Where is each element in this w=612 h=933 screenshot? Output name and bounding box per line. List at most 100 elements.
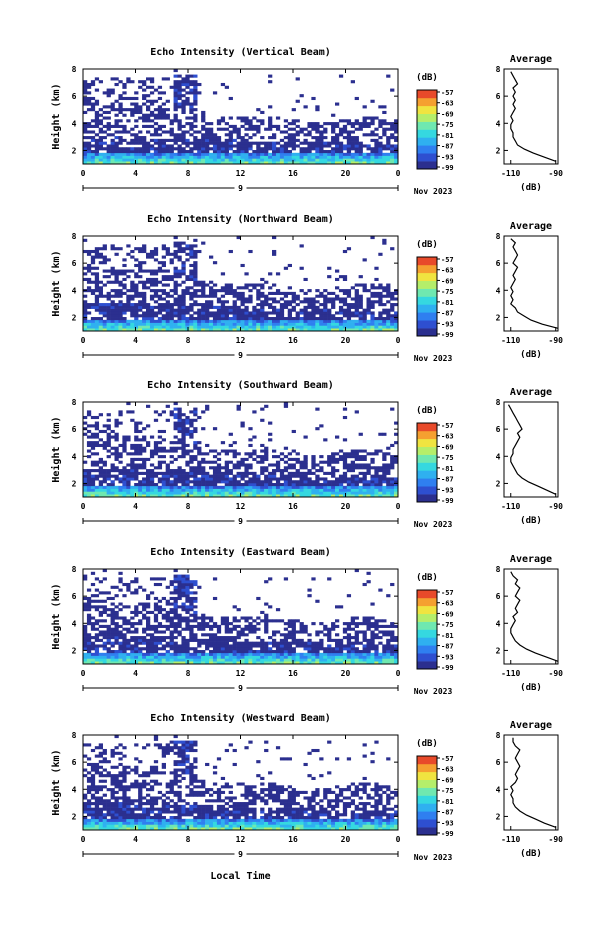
heatmap-cell [276,317,280,320]
heatmap-cell [367,625,371,628]
heatmap-cell [382,455,386,458]
heatmap-cell [335,452,339,455]
heatmap-cell [115,642,119,645]
heatmap-cell [142,147,146,150]
heatmap-cell [343,647,347,650]
heatmap-cell [193,108,197,111]
heatmap-cell [130,466,134,469]
heatmap-cell [111,272,115,275]
heatmap-cell [126,656,130,659]
heatmap-cell [268,306,272,309]
heatmap-cell [126,158,130,161]
heatmap-cell [221,650,225,653]
heatmap-cell [158,477,162,480]
heatmap-cell [87,605,91,608]
heatmap-cell [347,144,351,147]
heatmap-cell [284,455,288,458]
heatmap-cell [138,250,142,253]
heatmap-cell [189,639,193,642]
heatmap-cell [162,309,166,312]
colorbar-tick-label: -75 [441,454,454,462]
heatmap-cell [95,491,99,494]
heatmap-cell [185,450,189,453]
date-mark: 9 [238,517,243,526]
heatmap-cell [181,130,185,133]
heatmap-cell [181,424,185,427]
heatmap-cell [115,617,119,620]
heatmap-cell [319,295,323,298]
heatmap-cell [174,89,178,92]
heatmap-cell [99,292,103,295]
heatmap-cell [225,656,229,659]
heatmap-cell [181,303,185,306]
heatmap-cell [374,622,378,625]
heatmap-cell [95,114,99,117]
heatmap-cell [241,491,245,494]
heatmap-cell [225,311,229,314]
heatmap-cell [359,142,363,145]
heatmap-cell [252,142,256,145]
heatmap-cell [174,483,178,486]
heatmap-cell [288,483,292,486]
heatmap-cell [134,608,138,611]
heatmap-cell [351,461,355,464]
heatmap-cell [367,572,371,575]
heatmap-cell [225,636,229,639]
heatmap-cell [174,136,178,139]
heatmap-cell [166,314,170,317]
profile-y-tick-label: 8 [496,398,501,407]
heatmap-cell [229,130,233,133]
heatmap-cell [382,469,386,472]
heatmap-cell [315,469,319,472]
heatmap-cell [378,125,382,128]
heatmap-cell [103,600,107,603]
heatmap-cell [248,300,252,303]
heatmap-cell [174,589,178,592]
heatmap-cell [189,486,193,489]
heatmap-cell [256,284,260,287]
heatmap-cell [174,491,178,494]
heatmap-cell [300,480,304,483]
heatmap-cell [260,491,264,494]
heatmap-cell [248,650,252,653]
heatmap-cell [87,83,91,86]
heatmap-cell [138,463,142,466]
heatmap-cell [268,80,272,83]
heatmap-cell [252,472,256,475]
heatmap-cell [378,119,382,122]
heatmap-cells [83,69,398,164]
heatmap-cell [363,477,367,480]
heatmap-cell [166,450,170,453]
x-tick-label: 0 [396,336,401,345]
heatmap-cell [95,250,99,253]
heatmap-cell [174,450,178,453]
heatmap-cell [118,306,122,309]
heatmap-cell [162,153,166,156]
heatmap-cell [280,477,284,480]
heatmap-cell [213,150,217,153]
heatmap-cell [107,320,111,323]
heatmap-cell [95,142,99,145]
heatmap-cell [83,636,87,639]
heatmap-cell [185,658,189,661]
heatmap-cell [343,480,347,483]
heatmap-cell [154,608,158,611]
heatmap-cell [150,489,154,492]
heatmap-cell [185,444,189,447]
heatmap-cell [142,117,146,120]
heatmap-cell [292,450,296,453]
heatmap-cell [351,314,355,317]
heatmap-cell [276,463,280,466]
heatmap-cell [134,469,138,472]
heatmap-cell [280,458,284,461]
heatmap-cell [248,144,252,147]
heatmap-cell [382,658,386,661]
heatmap-cell [185,97,189,100]
heatmap-cell [115,317,119,320]
heatmap-cell [260,300,264,303]
heatmap-cell [323,130,327,133]
heatmap-cell [335,633,339,636]
x-tick-label: 0 [81,169,86,178]
heatmap-cell [311,461,315,464]
heatmap-cell [103,633,107,636]
